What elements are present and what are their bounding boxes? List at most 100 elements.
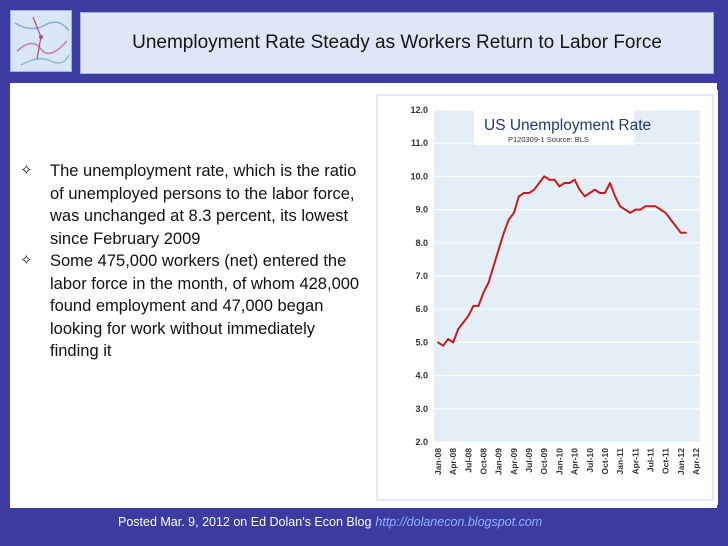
bullet-item: ✧ The unemployment rate, which is the ra… <box>20 160 366 250</box>
x-tick-label: Jul-11 <box>645 448 655 472</box>
x-tick-label: Jul-09 <box>524 448 534 473</box>
data-point <box>639 208 642 211</box>
bullet-text: Some 475,000 workers (net) entered the l… <box>50 252 360 360</box>
y-tick-label: 2.0 <box>415 437 428 447</box>
y-tick-label: 3.0 <box>415 404 428 414</box>
chart-subtitle: P120309-1 Source: BLS <box>508 135 589 144</box>
x-tick-label: Jan-11 <box>615 448 625 475</box>
data-point <box>553 178 556 181</box>
data-point <box>528 192 530 194</box>
data-point <box>614 195 616 198</box>
y-tick-label: 4.0 <box>415 371 428 381</box>
data-point <box>578 188 581 191</box>
data-point <box>634 208 637 211</box>
x-tick-label: Jan-08 <box>433 448 443 475</box>
data-point <box>619 205 621 208</box>
data-point <box>462 321 465 324</box>
data-point <box>523 192 525 194</box>
data-point <box>563 182 566 184</box>
data-point <box>573 178 576 181</box>
y-tick-label: 11.0 <box>411 138 428 148</box>
blog-logo <box>10 10 72 72</box>
data-point <box>492 265 495 267</box>
bullet-text: The unemployment rate, which is the rati… <box>50 162 357 248</box>
x-tick-label: Jul-08 <box>463 448 473 473</box>
data-point <box>604 192 606 194</box>
data-point <box>497 248 500 251</box>
chart-border <box>376 94 714 501</box>
data-point <box>507 218 510 221</box>
data-point <box>624 208 627 211</box>
data-point <box>447 338 449 340</box>
chart-title-box <box>474 107 634 145</box>
data-point <box>644 205 647 208</box>
x-axis: Jan-08 Apr-08 Jul-08 Oct-08 Jan-09 Apr-09 Jul-… <box>433 448 701 475</box>
data-point <box>513 212 515 214</box>
data-point <box>437 341 439 344</box>
x-tick-label: Jan-12 <box>676 448 686 475</box>
gridlines <box>434 109 700 443</box>
y-tick-label: 5.0 <box>415 337 428 347</box>
unemployment-chart: 2.0 3.0 4.0 5.0 6.0 7.0 8.0 9.0 10.0 11.0 12.0 Jan… <box>372 90 718 505</box>
x-tick-label: Apr-11 <box>630 448 640 475</box>
data-point <box>685 231 687 234</box>
data-point <box>669 218 672 221</box>
unemployment-line <box>437 175 686 347</box>
title-bar: Unemployment Rate Steady as Workers Retu… <box>80 12 714 74</box>
data-point <box>538 182 541 184</box>
x-tick-label: Oct-09 <box>539 448 549 475</box>
x-tick-label: Apr-08 <box>448 448 458 475</box>
data-point <box>654 205 657 208</box>
data-point <box>649 205 652 208</box>
y-tick-label: 10.0 <box>410 171 428 181</box>
y-tick-label: 9.0 <box>415 205 428 215</box>
bullet-marker-icon: ✧ <box>20 162 33 179</box>
footer: Posted Mar. 9, 2012 on Ed Dolan’s Econ B… <box>118 515 542 529</box>
data-point <box>452 341 455 344</box>
y-tick-label: 6.0 <box>415 304 428 314</box>
data-point <box>482 291 485 294</box>
data-point <box>679 231 682 234</box>
data-point <box>558 185 561 188</box>
x-tick-label: Oct-11 <box>661 448 671 474</box>
x-tick-label: Apr-10 <box>570 448 580 475</box>
data-point <box>472 305 475 307</box>
slide-title: Unemployment Rate Steady as Workers Retu… <box>132 32 662 53</box>
data-point <box>568 182 571 184</box>
data-point <box>543 175 546 178</box>
data-point <box>588 192 591 194</box>
data-point <box>467 314 470 317</box>
data-point <box>674 225 677 228</box>
footer-link[interactable]: http://dolanecon.blogspot.com <box>375 515 543 529</box>
data-point <box>609 182 611 184</box>
x-tick-label: Apr-12 <box>691 448 701 475</box>
data-points <box>437 175 687 347</box>
y-tick-label: 7.0 <box>415 271 428 281</box>
data-point <box>583 195 586 198</box>
y-tick-label: 8.0 <box>415 238 428 248</box>
chart-frame: 2.0 3.0 4.0 5.0 6.0 7.0 8.0 9.0 10.0 11.0 12.0 Jan… <box>372 90 718 505</box>
data-point <box>442 344 444 347</box>
data-point <box>533 188 535 191</box>
footer-text: Posted Mar. 9, 2012 on Ed Dolan’s Econ B… <box>118 515 372 529</box>
data-point <box>548 178 551 181</box>
x-tick-label: Jan-09 <box>494 448 504 475</box>
data-point <box>659 208 662 211</box>
y-tick-label: 12.0 <box>410 105 428 115</box>
data-point <box>599 192 601 194</box>
data-point <box>457 328 460 330</box>
data-point <box>664 212 667 214</box>
data-point <box>629 212 632 214</box>
logo-graphic <box>14 16 70 66</box>
x-tick-label: Oct-10 <box>600 448 610 475</box>
bullet-marker-icon: ✧ <box>20 252 33 269</box>
data-point <box>487 281 490 284</box>
x-tick-label: Oct-08 <box>479 448 489 475</box>
x-tick-label: Apr-09 <box>509 448 519 475</box>
data-point <box>477 305 480 307</box>
x-tick-label: Jul-10 <box>585 448 595 473</box>
y-axis: 2.0 3.0 4.0 5.0 6.0 7.0 8.0 9.0 10.0 11.0 12.0 <box>410 105 428 447</box>
x-tick-label: Jan-10 <box>554 448 564 475</box>
data-point <box>593 188 596 191</box>
bullet-item: ✧ Some 475,000 workers (net) entered the… <box>20 250 366 363</box>
